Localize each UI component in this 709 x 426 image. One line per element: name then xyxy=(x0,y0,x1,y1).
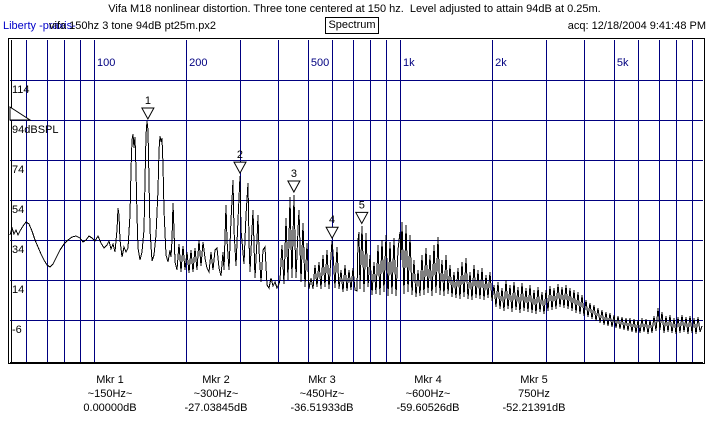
marker-readout-2: Mkr 2 ~300Hz~ -27.03845dB xyxy=(156,373,276,415)
page-title: Vifa M18 nonlinear distortion. Three ton… xyxy=(108,3,601,15)
marker-triangle-icon[interactable] xyxy=(233,161,247,175)
db-tick-label: -6 xyxy=(12,324,22,336)
freq-tick-label: 500 xyxy=(311,57,329,69)
acquisition-timestamp: acq: 12/18/2004 9:41:48 PM xyxy=(567,20,706,32)
db-tick-label: 74 xyxy=(12,164,24,176)
ref-level-pointer xyxy=(9,106,32,121)
marker-flag-1[interactable]: 1 xyxy=(141,95,155,121)
marker-readout-5: Mkr 5 750Hz -52.21391dB xyxy=(474,373,594,415)
spectrum-chart: 100 200 500 1k 2k 5k 114 94dBSPL 74 54 34 14 -6 1 2 3 4 5 xyxy=(8,38,705,364)
marker-name: Mkr 3 xyxy=(308,374,336,386)
marker-name: Mkr 2 xyxy=(202,374,230,386)
marker-name: Mkr 4 xyxy=(414,374,442,386)
freq-tick-label: 200 xyxy=(189,57,207,69)
spectrum-mode-button[interactable]: Spectrum xyxy=(325,17,379,34)
marker-level: -59.60526dB xyxy=(396,402,460,414)
marker-freq: 750Hz xyxy=(518,388,550,400)
freq-tick-label: 100 xyxy=(97,57,115,69)
marker-number: 2 xyxy=(237,149,243,161)
db-tick-label: 14 xyxy=(12,284,24,296)
marker-level: -52.21391dB xyxy=(502,402,566,414)
marker-readout-3: Mkr 3 ~450Hz~ -36.51933dB xyxy=(262,373,382,415)
marker-number: 5 xyxy=(359,199,365,211)
marker-freq: ~600Hz~ xyxy=(405,388,451,400)
marker-freq: ~450Hz~ xyxy=(299,388,345,400)
db-tick-label: 94dBSPL xyxy=(12,124,58,136)
marker-number: 1 xyxy=(145,95,151,107)
marker-triangle-icon[interactable] xyxy=(354,211,369,225)
marker-flag-2[interactable]: 2 xyxy=(233,149,247,175)
marker-name: Mkr 1 xyxy=(96,374,124,386)
marker-name: Mkr 5 xyxy=(520,374,548,386)
db-tick-label: 54 xyxy=(12,204,24,216)
spectrum-trace xyxy=(9,120,703,335)
marker-flag-4[interactable]: 4 xyxy=(325,214,339,240)
freq-tick-label: 1k xyxy=(403,57,415,69)
marker-readout-4: Mkr 4 ~600Hz~ -59.60526dB xyxy=(368,373,488,415)
marker-triangle-icon[interactable] xyxy=(325,226,339,240)
file-name: vifa 150hz 3 tone 94dB pt25m.px2 xyxy=(49,20,216,32)
marker-number: 4 xyxy=(329,214,335,226)
marker-table: Mkr 1 ~150Hz~ 0.00000dB Mkr 2 ~300Hz~ -2… xyxy=(0,373,709,419)
freq-tick-label: 5k xyxy=(617,57,629,69)
freq-tick-label: 2k xyxy=(495,57,507,69)
marker-readout-1: Mkr 1 ~150Hz~ 0.00000dB xyxy=(50,373,170,415)
app-brand: Liberty -praxis- xyxy=(3,20,76,32)
marker-freq: ~300Hz~ xyxy=(193,388,239,400)
marker-level: 0.00000dB xyxy=(83,402,137,414)
marker-level: -36.51933dB xyxy=(290,402,354,414)
db-tick-label: 34 xyxy=(12,244,24,256)
marker-triangle-icon[interactable] xyxy=(141,107,155,121)
marker-flag-5[interactable]: 5 xyxy=(354,199,369,225)
marker-flag-3[interactable]: 3 xyxy=(287,168,301,194)
marker-level: -27.03845dB xyxy=(184,402,248,414)
marker-freq: ~150Hz~ xyxy=(87,388,133,400)
marker-number: 3 xyxy=(291,168,297,180)
marker-triangle-icon[interactable] xyxy=(287,180,301,194)
db-tick-label: 114 xyxy=(12,84,30,96)
